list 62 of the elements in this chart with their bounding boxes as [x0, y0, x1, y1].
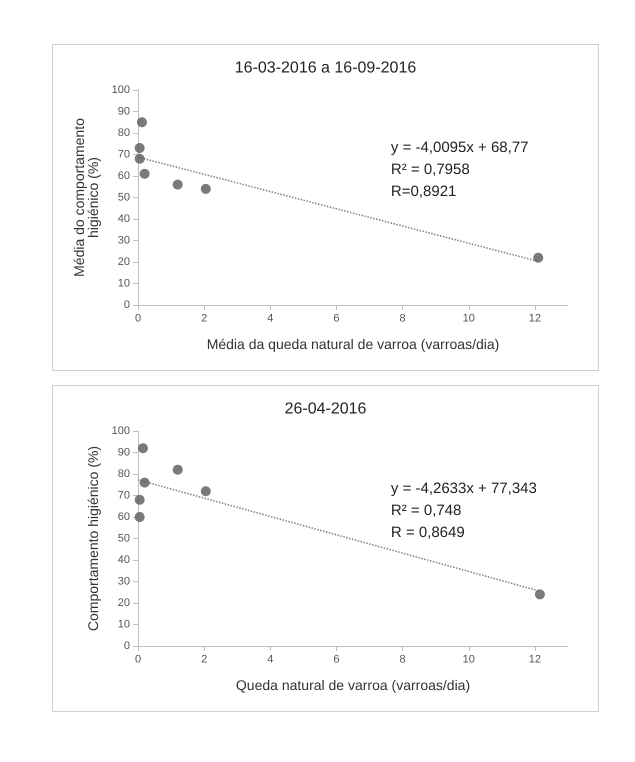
point [140, 478, 150, 488]
x-tick-label: 12 [528, 312, 542, 324]
x-tick-label: 12 [528, 654, 542, 666]
point [134, 512, 145, 522]
x-tick-label: 8 [400, 654, 406, 666]
y-tick-label: 60 [118, 511, 130, 523]
point [172, 464, 183, 475]
point [200, 486, 211, 496]
x-tick-label: 2 [201, 312, 208, 324]
y-tick-label: 80 [118, 127, 130, 139]
y-tick-label: 100 [112, 425, 130, 437]
x-tick-label: 10 [462, 312, 475, 324]
annotation: R = 0,8649 [390, 524, 465, 541]
x-tick-label: 10 [462, 654, 475, 666]
y-tick-label: 100 [112, 84, 130, 96]
point [172, 180, 183, 190]
annotation: y = -4,2633x + 77,343 [390, 480, 537, 497]
point [534, 589, 545, 600]
x-axis-title: Queda natural de varroa (varroas/dia) [236, 677, 470, 693]
y-tick-label: 30 [118, 576, 130, 588]
x-tick-label: 0 [134, 654, 142, 666]
y-tick-label: 90 [118, 446, 130, 458]
x-tick-label: 2 [201, 654, 208, 666]
y-tick-label: 90 [118, 106, 130, 118]
chart-title: 26-04-2016 [284, 400, 367, 418]
x-tick-label: 6 [333, 312, 340, 324]
chart-title: 16-03-2016 a 16-09-2016 [234, 60, 416, 76]
x-tick-label: 4 [267, 654, 274, 666]
y-tick-label: 70 [118, 490, 130, 502]
point [134, 143, 145, 154]
annotation: R² = 0,748 [390, 502, 462, 519]
x-tick-label: 4 [267, 312, 274, 324]
y-tick-label: 30 [118, 234, 130, 246]
y-tick-label: 50 [118, 192, 130, 204]
y-tick-label: 10 [118, 618, 130, 630]
x-tick-label: 0 [134, 312, 142, 324]
y-axis-title: Média do comportamento higiénico (%) [71, 118, 101, 277]
y-tick-label: 50 [118, 532, 130, 544]
point [200, 184, 211, 194]
point [136, 117, 147, 128]
annotation: R² = 0,7958 [390, 161, 470, 178]
annotation: R=0,8921 [390, 183, 456, 200]
y-tick-label: 40 [118, 554, 130, 566]
annotation: y = -4,0095x + 68,77 [390, 139, 529, 156]
y-tick-label: 40 [118, 213, 130, 225]
y-axis-title: Comportamento higiénico (%) [85, 446, 101, 632]
y-tick-label: 0 [124, 640, 130, 652]
y-tick-label: 80 [118, 468, 130, 480]
y-tick-label: 10 [118, 278, 130, 290]
x-axis-title: Média da queda natural de varroa (varroas/dia) [206, 336, 500, 352]
point [533, 252, 544, 263]
x-tick-label: 6 [333, 654, 340, 666]
point [134, 494, 145, 505]
y-tick-label: 60 [118, 170, 130, 182]
y-tick-label: 20 [118, 256, 130, 268]
y-tick-label: 70 [118, 148, 130, 160]
point [138, 443, 148, 454]
y-tick-label: 0 [124, 299, 130, 311]
point [134, 154, 145, 164]
x-tick-label: 8 [400, 312, 406, 324]
point [140, 168, 150, 179]
y-tick-label: 20 [118, 597, 130, 609]
